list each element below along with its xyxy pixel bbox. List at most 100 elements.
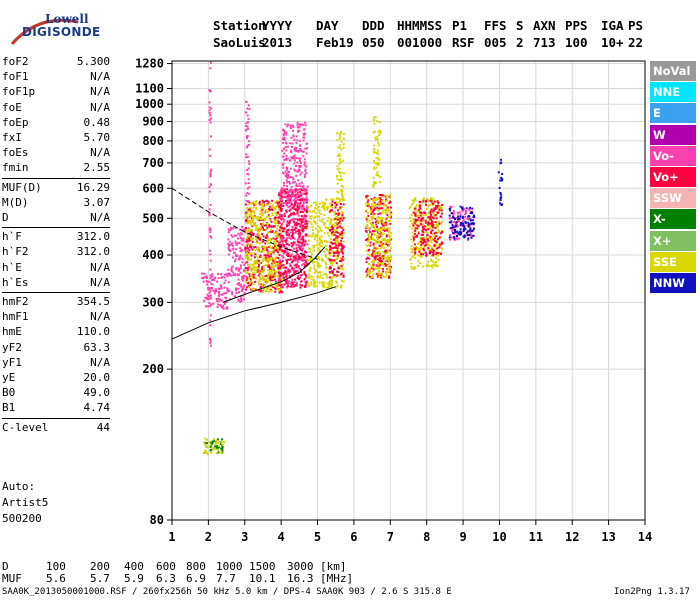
echo-point [461, 210, 464, 212]
echo-point [325, 206, 328, 209]
echo-point [466, 224, 469, 227]
echo-point [436, 211, 439, 214]
echo-point [259, 213, 262, 216]
echo-point [214, 445, 217, 448]
echo-point [291, 226, 294, 229]
echo-point [227, 243, 230, 245]
echo-point [425, 254, 427, 257]
param-value: 110.0 [76, 325, 110, 339]
echo-point [412, 240, 414, 243]
echo-point [385, 275, 388, 278]
echo-point [278, 253, 281, 256]
echo-point [287, 255, 290, 258]
param-name: yE [2, 371, 16, 384]
echo-point [325, 244, 327, 247]
echo-point [304, 132, 306, 135]
echo-point [423, 211, 426, 214]
echo-point [326, 282, 329, 285]
echo-point [220, 299, 223, 302]
echo-point [418, 219, 421, 222]
echo-point [239, 255, 242, 257]
echo-point [223, 282, 226, 284]
header-value: SaoLuis [213, 35, 266, 50]
echo-point [254, 272, 257, 275]
echo-point [258, 216, 260, 219]
echo-point [370, 215, 373, 218]
echo-point [242, 286, 245, 289]
echo-point [331, 279, 334, 282]
echo-point [277, 257, 280, 260]
echo-point [437, 251, 440, 254]
echo-point [423, 246, 426, 249]
echo-point [365, 218, 368, 221]
echo-point [268, 290, 270, 293]
echo-point [317, 271, 320, 274]
echo-point [303, 128, 306, 131]
echo-point [470, 222, 473, 225]
echo-point [311, 258, 314, 260]
echo-point [301, 242, 304, 245]
echo-point [378, 158, 381, 161]
echo-point [214, 443, 217, 446]
echo-point [310, 281, 313, 284]
echo-point [203, 276, 206, 279]
echo-point [301, 273, 304, 276]
echo-point [251, 228, 254, 231]
echo-point [279, 274, 282, 277]
echo-point [322, 260, 325, 262]
echo-point [375, 241, 378, 244]
echo-point [387, 255, 389, 258]
echo-point [312, 220, 315, 222]
echo-point [367, 203, 370, 206]
echo-point [378, 264, 381, 267]
echo-point [270, 270, 273, 273]
echo-point [416, 216, 419, 219]
echo-point [279, 279, 282, 282]
echo-point [500, 193, 503, 196]
echo-point [304, 225, 307, 228]
echo-point [449, 205, 452, 208]
echo-point [209, 314, 212, 317]
echo-point [378, 231, 381, 234]
echo-point [416, 211, 419, 214]
echo-point [274, 206, 277, 209]
echo-point [382, 222, 385, 225]
echo-point [381, 245, 384, 247]
echo-point [258, 229, 261, 232]
echo-point [227, 228, 230, 231]
echo-point [244, 240, 247, 243]
echo-point [209, 183, 212, 186]
echo-point [284, 188, 287, 190]
echo-point [282, 267, 285, 270]
echo-point [291, 124, 294, 127]
echo-point [365, 204, 367, 207]
echo-point [422, 249, 425, 252]
echo-point [317, 206, 320, 208]
echo-point [277, 224, 280, 227]
echo-point [276, 233, 279, 236]
echo-point [209, 231, 212, 234]
echo-point [317, 224, 320, 227]
echo-point [240, 231, 243, 234]
echo-point [226, 288, 229, 291]
echo-point [382, 195, 385, 198]
echo-point [268, 272, 271, 275]
echo-point [419, 246, 422, 249]
echo-point [269, 283, 272, 286]
echo-point [377, 261, 379, 264]
echo-point [299, 270, 302, 273]
echo-point [279, 241, 282, 244]
echo-point [377, 216, 380, 219]
echo-point [336, 190, 339, 193]
echo-point [208, 101, 211, 104]
echo-point [472, 222, 475, 225]
echo-point [261, 249, 264, 252]
echo-point [340, 161, 343, 164]
echo-point [278, 192, 281, 195]
echo-point [321, 283, 324, 286]
x-tick-label: 2 [205, 530, 212, 544]
echo-point [233, 260, 236, 263]
echo-point [370, 198, 373, 200]
echo-point [281, 254, 284, 257]
echo-point [419, 254, 422, 257]
